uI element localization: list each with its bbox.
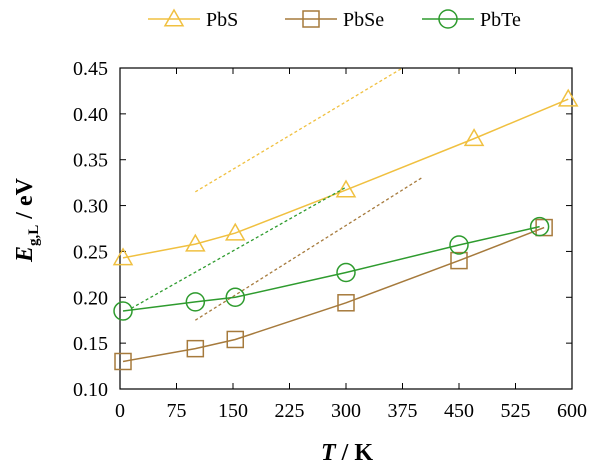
- y-tick-label: 0.40: [73, 104, 108, 126]
- x-tick-label: 600: [557, 400, 587, 422]
- data-point-pbte: [529, 216, 550, 237]
- legend-item-pbte: PbTe: [422, 9, 521, 31]
- y-tick-label: 0.20: [73, 287, 108, 309]
- series-pbte: [113, 186, 550, 321]
- data-point-pbse: [186, 339, 205, 358]
- x-tick-label: 375: [388, 400, 418, 422]
- legend-item-pbs: PbS: [148, 8, 238, 31]
- data-point-pbs: [335, 179, 357, 198]
- data-point-pbs: [185, 233, 206, 252]
- legend-item-pbse: PbSe: [285, 9, 384, 31]
- data-point-pbte: [449, 235, 469, 255]
- series-pbse: [114, 177, 553, 371]
- data-point-pbs: [224, 222, 246, 241]
- trend-line-pbs: [194, 67, 403, 193]
- y-tick-label: 0.10: [73, 379, 108, 401]
- legend-label-pbte: PbTe: [480, 9, 521, 31]
- legend-label-pbse: PbSe: [343, 9, 384, 31]
- x-tick-label: 300: [331, 400, 361, 422]
- data-point-pbte: [113, 301, 133, 321]
- legend-label-pbs: PbS: [206, 9, 238, 31]
- data-point-pbs: [557, 88, 579, 107]
- data-point-pbse: [226, 330, 245, 349]
- data-point-pbse: [114, 352, 132, 371]
- x-tick-label: 225: [275, 400, 305, 422]
- legend-marker-pbte: [438, 9, 458, 29]
- data-point-pbte: [336, 262, 356, 283]
- legend: PbS PbSe PbTe: [148, 8, 521, 31]
- data-point-pbs: [463, 128, 485, 147]
- data-point-pbse: [450, 251, 468, 270]
- y-tick-label: 0.30: [73, 196, 108, 218]
- legend-marker-pbse: [302, 10, 320, 28]
- y-tick-label: 0.25: [73, 241, 108, 263]
- trend-line-pbse: [194, 177, 422, 321]
- series-line-pbte: [122, 225, 540, 312]
- series-line-pbse: [122, 226, 545, 363]
- x-tick-label: 75: [167, 400, 187, 422]
- x-axis-title: T / K: [321, 440, 373, 466]
- x-tick-label: 525: [501, 400, 531, 422]
- x-tick-label: 450: [444, 400, 474, 422]
- y-tick-label: 0.15: [73, 333, 108, 355]
- plot-area: [112, 67, 579, 390]
- data-point-pbte: [185, 292, 206, 312]
- data-point-pbs: [112, 247, 134, 266]
- tick-labels: 0 75 150 225 300 375 450 525 600 0.10 0.15 0.20 0.25…: [73, 58, 587, 422]
- y-tick-label: 0.45: [73, 58, 108, 80]
- x-tick-label: 0: [115, 400, 125, 422]
- data-point-pbte: [225, 287, 246, 308]
- x-tick-label: 150: [218, 400, 248, 422]
- trend-line-pbte: [130, 186, 347, 309]
- data-point-pbse: [337, 294, 355, 312]
- y-tick-label: 0.35: [73, 150, 108, 172]
- legend-marker-pbs: [163, 8, 185, 27]
- y-axis-title: Eg,L / eV: [12, 177, 42, 263]
- series-pbs: [112, 67, 579, 266]
- series-line-pbs: [122, 98, 569, 259]
